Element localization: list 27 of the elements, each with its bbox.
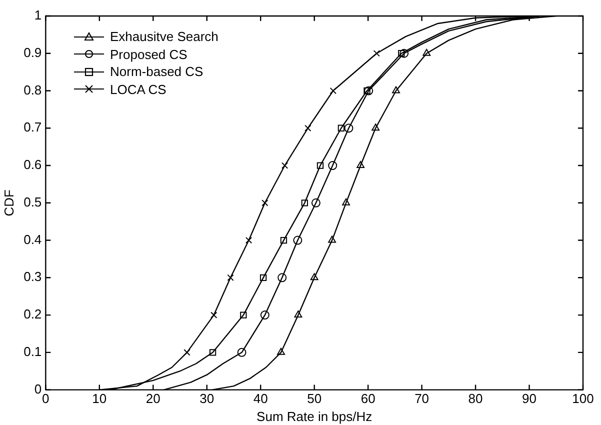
y-tick-label: 0.6 bbox=[24, 157, 42, 172]
legend-label: Exhausitve Search bbox=[110, 28, 218, 46]
x-tick-label: 60 bbox=[360, 391, 376, 406]
x-tick-label: 10 bbox=[92, 391, 107, 406]
x-tick-label: 30 bbox=[200, 391, 214, 406]
y-tick-label: 0.4 bbox=[24, 232, 42, 247]
x-tick-label: 50 bbox=[307, 391, 322, 406]
y-tick-label: 0.8 bbox=[24, 82, 42, 98]
x-tick-label: 100 bbox=[572, 391, 594, 406]
y-axis-title: CDF bbox=[1, 189, 16, 216]
x-tick-label: 40 bbox=[253, 391, 268, 406]
y-tick-label: 0 bbox=[34, 381, 42, 396]
x-tick-label: 80 bbox=[468, 391, 483, 406]
legend-label: Proposed CS bbox=[110, 46, 188, 63]
y-tick-label: 0.1 bbox=[24, 344, 42, 359]
legend-label: LOCA CS bbox=[110, 80, 166, 98]
y-tick-label: 0.7 bbox=[24, 120, 42, 135]
y-tick-label: 0.9 bbox=[24, 44, 42, 60]
x-tick-label: 90 bbox=[522, 391, 536, 406]
x-tick-label: 70 bbox=[414, 391, 430, 406]
legend-label: Norm-based CS bbox=[110, 63, 204, 80]
y-tick-label: 1 bbox=[34, 8, 42, 23]
y-tick-label: 0.2 bbox=[24, 306, 42, 322]
y-tick-label: 0.3 bbox=[24, 269, 42, 284]
x-axis-title: Sum Rate in bps/Hz bbox=[256, 408, 372, 424]
x-tick-label: 20 bbox=[146, 391, 160, 406]
y-tick-label: 0.5 bbox=[24, 194, 42, 210]
